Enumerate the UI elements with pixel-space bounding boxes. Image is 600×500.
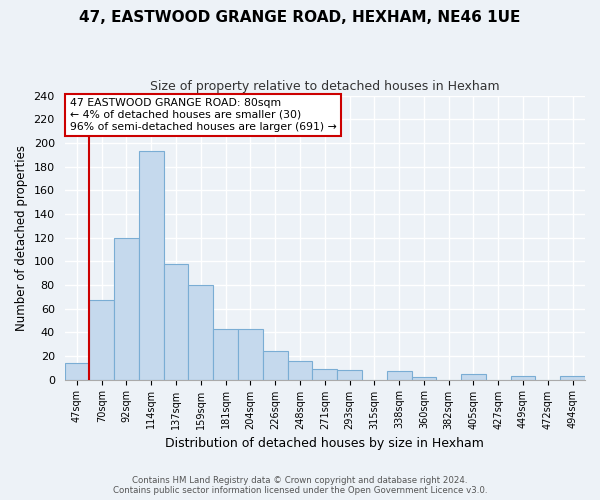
Bar [238, 328, 263, 380]
Bar [213, 328, 238, 380]
Text: Contains HM Land Registry data © Crown copyright and database right 2024.
Contai: Contains HM Land Registry data © Crown c… [113, 476, 487, 495]
Bar [337, 370, 362, 380]
Bar [114, 238, 139, 380]
Bar [560, 376, 585, 380]
Bar [188, 285, 213, 380]
Bar [164, 264, 188, 380]
Bar [139, 151, 164, 380]
Bar [89, 300, 114, 380]
Bar [287, 360, 313, 380]
Title: Size of property relative to detached houses in Hexham: Size of property relative to detached ho… [150, 80, 500, 93]
Bar [511, 376, 535, 380]
Text: 47 EASTWOOD GRANGE ROAD: 80sqm
← 4% of detached houses are smaller (30)
96% of s: 47 EASTWOOD GRANGE ROAD: 80sqm ← 4% of d… [70, 98, 337, 132]
Bar [313, 369, 337, 380]
Bar [263, 351, 287, 380]
Y-axis label: Number of detached properties: Number of detached properties [15, 144, 28, 330]
Bar [387, 372, 412, 380]
Bar [461, 374, 486, 380]
Text: 47, EASTWOOD GRANGE ROAD, HEXHAM, NE46 1UE: 47, EASTWOOD GRANGE ROAD, HEXHAM, NE46 1… [79, 10, 521, 25]
X-axis label: Distribution of detached houses by size in Hexham: Distribution of detached houses by size … [166, 437, 484, 450]
Bar [412, 377, 436, 380]
Bar [65, 363, 89, 380]
